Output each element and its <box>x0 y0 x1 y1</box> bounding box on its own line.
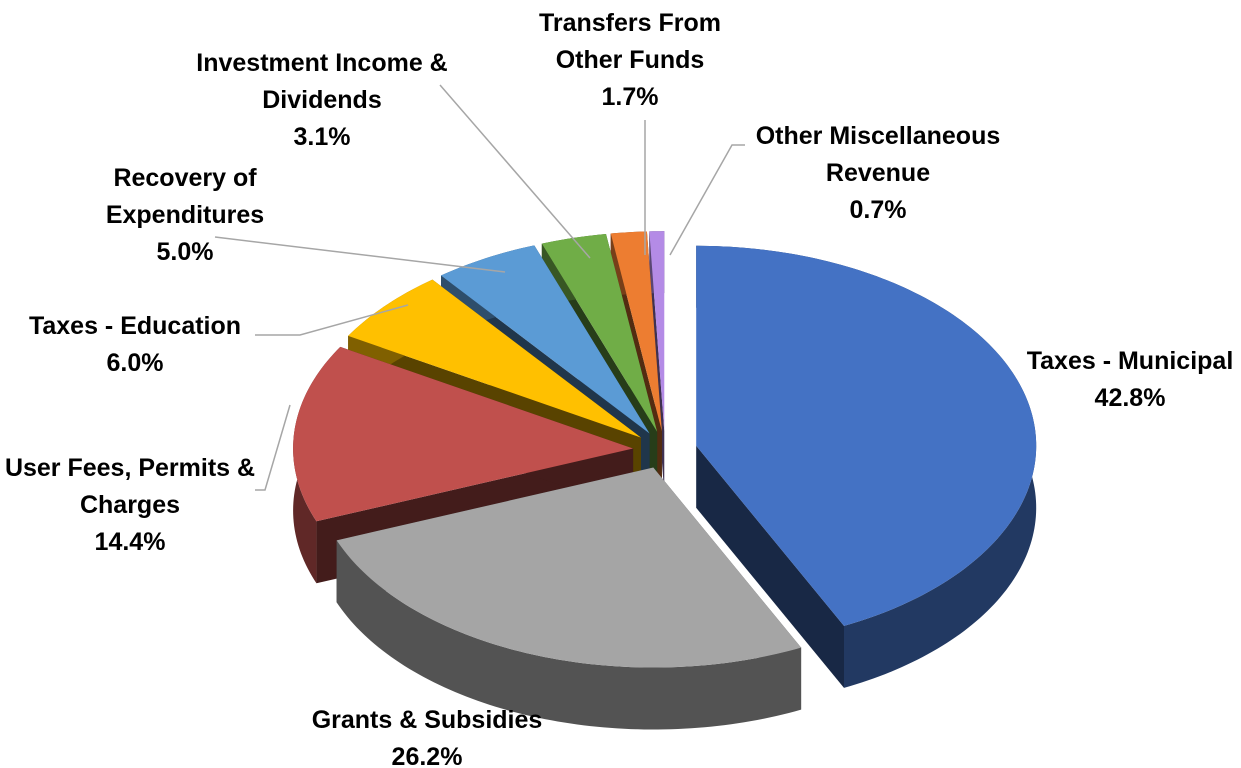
data-label: 3.1% <box>293 123 351 151</box>
category-label: Other Miscellaneous Revenue <box>755 122 1001 187</box>
slice-top <box>336 467 802 668</box>
leader-line <box>214 236 506 273</box>
slice-side <box>696 445 844 688</box>
slice-label: Other Miscellaneous Revenue 0.7% <box>741 118 1016 229</box>
slice-label: Taxes - Education 6.0% <box>29 308 241 382</box>
data-label: 0.7% <box>849 196 907 224</box>
category-label: Taxes - Education <box>28 312 242 340</box>
data-label: 42.8% <box>1094 384 1166 412</box>
data-label: 5.0% <box>156 238 214 266</box>
data-label: 14.4% <box>94 528 166 556</box>
slice-label: Investment Income & Dividends 3.1% <box>177 45 467 156</box>
slice-label: Transfers From Other Funds 1.7% <box>523 5 738 116</box>
slice-top <box>441 245 650 434</box>
category-label: Investment Income & Dividends <box>196 49 448 114</box>
slice-top <box>348 279 641 438</box>
leader-line <box>439 84 591 259</box>
slice-label: Taxes - Municipal 42.8% <box>1027 343 1234 417</box>
slice-top <box>293 346 634 522</box>
data-label: 1.7% <box>601 83 659 111</box>
category-label: User Fees, Permits & Charges <box>4 454 256 519</box>
slice-top <box>541 234 658 432</box>
slice-wall <box>336 540 802 730</box>
leader-line <box>255 404 291 491</box>
slice <box>336 467 802 730</box>
slice-label: Grants & Subsidies 26.2% <box>312 702 543 768</box>
data-label: 26.2% <box>391 743 463 768</box>
category-label: Recovery of Expenditures <box>105 164 265 229</box>
data-label: 6.0% <box>106 349 164 377</box>
slice-label: User Fees, Permits & Charges 14.4% <box>0 450 260 561</box>
category-label: Taxes - Municipal <box>1026 347 1234 375</box>
leader-line <box>669 144 745 256</box>
slice <box>696 245 1037 688</box>
category-label: Grants & Subsidies <box>311 706 543 734</box>
slice-top <box>696 245 1037 626</box>
leader-line <box>255 304 409 336</box>
category-label: Transfers From Other Funds <box>538 9 721 74</box>
slice-label: Recovery of Expenditures 5.0% <box>93 160 278 271</box>
slice-top <box>649 231 665 432</box>
slice-top <box>610 231 662 432</box>
